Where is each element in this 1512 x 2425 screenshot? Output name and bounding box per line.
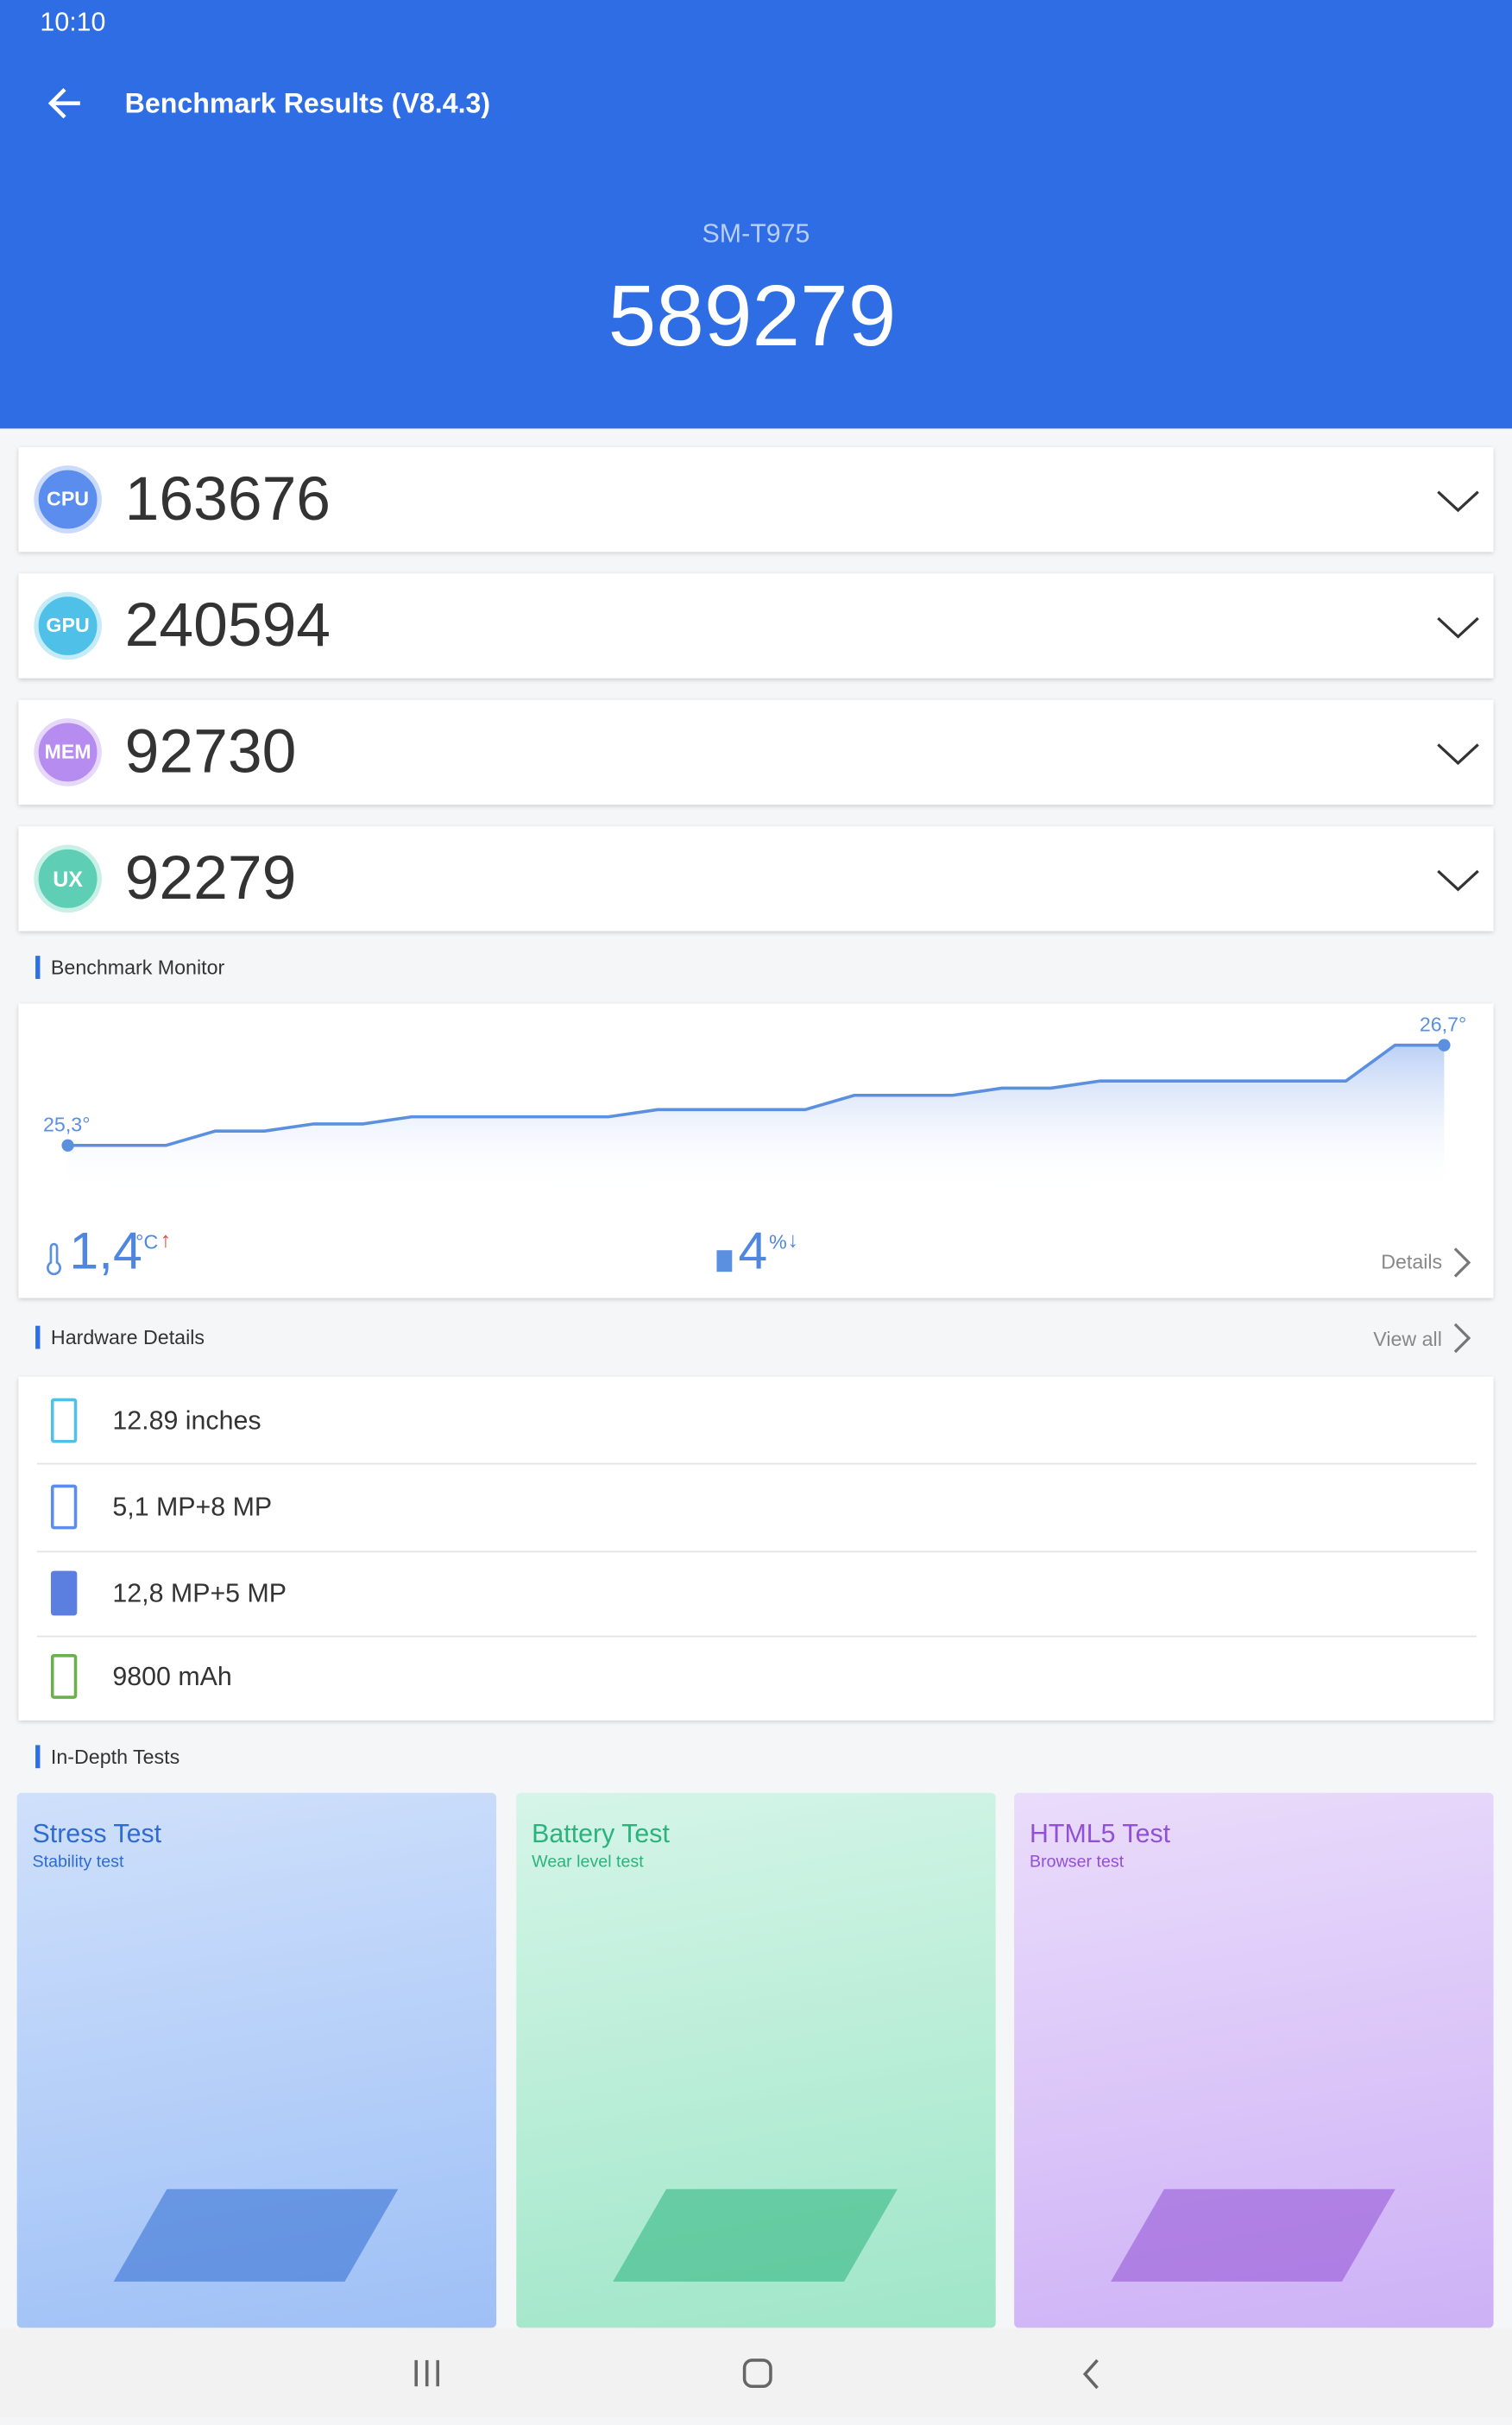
score-badge: CPU xyxy=(34,465,102,534)
hardware-card xyxy=(18,1376,1494,1721)
thermo xyxy=(47,1242,61,1276)
hardware-icon xyxy=(50,1654,78,1699)
battery-drop: 4 xyxy=(738,1222,768,1281)
test-subtitle: Wear level test xyxy=(532,1853,644,1872)
score-card[interactable] xyxy=(18,826,1494,931)
section-title: In-Depth Tests xyxy=(35,1745,180,1769)
test-subtitle: Stability test xyxy=(32,1853,124,1872)
total-score: 589279 xyxy=(608,266,897,364)
details-link[interactable]: Details xyxy=(1381,1250,1443,1273)
section-title: Hardware Details xyxy=(35,1325,205,1349)
divider xyxy=(36,1550,1477,1553)
score-badge: UX xyxy=(34,844,102,913)
chevron xyxy=(1453,1247,1471,1278)
hardware-item: 5,1 MP+8 MP xyxy=(112,1492,273,1522)
hardware-item: 12,8 MP+5 MP xyxy=(112,1578,287,1608)
battery-unit: % xyxy=(769,1229,787,1254)
hardware-icon xyxy=(50,1570,78,1616)
battery xyxy=(716,1250,733,1272)
end-label: 26,7° xyxy=(1419,1013,1467,1036)
expand-chevron xyxy=(1437,743,1479,766)
test-title: HTML5 Test xyxy=(1030,1819,1171,1849)
divider xyxy=(36,1462,1477,1465)
temp-rise: 1,4 xyxy=(69,1222,142,1281)
temp-unit: °C xyxy=(135,1229,159,1254)
score-value: 163676 xyxy=(124,465,331,534)
down-arrow: ↓ xyxy=(787,1227,799,1252)
score-card[interactable] xyxy=(18,446,1494,553)
chevron-path xyxy=(1437,869,1479,892)
chevron-path xyxy=(1453,1247,1471,1278)
device-name: SM-T975 xyxy=(702,218,810,249)
test-title: Battery Test xyxy=(532,1819,670,1849)
status-time: 10:10 xyxy=(40,7,106,37)
test-title: Stress Test xyxy=(32,1819,162,1849)
view-all[interactable]: View all xyxy=(1373,1327,1442,1351)
back-button[interactable] xyxy=(43,83,90,123)
score-badge: MEM xyxy=(34,718,102,786)
expand-chevron xyxy=(1437,490,1479,513)
expand-chevron xyxy=(1437,869,1479,892)
score-card[interactable] xyxy=(18,699,1494,805)
chevron-path xyxy=(1437,490,1479,513)
hardware-item: 12.89 inches xyxy=(112,1405,261,1436)
test-subtitle: Browser test xyxy=(1030,1853,1125,1872)
chevron xyxy=(1453,1323,1471,1354)
battery-icon xyxy=(716,1250,733,1272)
page-title: Benchmark Results (V8.4.3) xyxy=(124,87,491,119)
score-card[interactable] xyxy=(18,573,1494,679)
thermometer-icon xyxy=(47,1242,61,1276)
expand-chevron xyxy=(1437,616,1479,639)
up-arrow: ↑ xyxy=(160,1227,172,1252)
chevron-path xyxy=(1437,616,1479,639)
header-bg xyxy=(0,0,1512,429)
score-value: 92279 xyxy=(124,844,297,913)
section-title: Benchmark Monitor xyxy=(35,956,224,979)
divider xyxy=(36,1635,1477,1638)
start-label: 25,3° xyxy=(43,1113,91,1137)
chevron-path xyxy=(1437,743,1479,766)
hardware-icon xyxy=(50,1398,78,1443)
score-value: 240594 xyxy=(124,591,331,660)
hardware-icon xyxy=(50,1484,78,1530)
hardware-item: 9800 mAh xyxy=(112,1661,232,1691)
score-value: 92730 xyxy=(124,718,297,786)
score-badge: GPU xyxy=(34,591,102,660)
nav-bar xyxy=(0,2327,1512,2417)
